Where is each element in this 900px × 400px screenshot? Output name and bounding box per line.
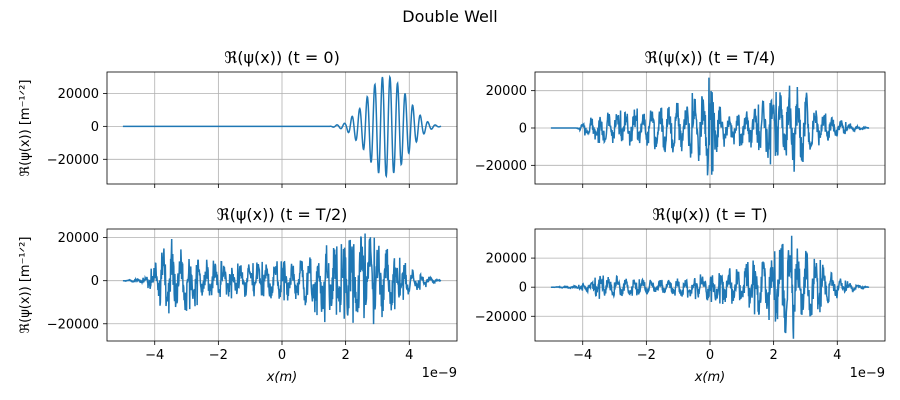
y-axis-label: ℜ(ψ(x)) [m⁻¹ᐟ²] xyxy=(18,237,33,334)
subplot-title: ℜ(ψ(x)) (t = T/4) xyxy=(645,48,776,67)
subplot-1: −20000 0 20000 ℜ(ψ(x)) (t = 0) ℜ(ψ(x)) [m⁻¹ᐟ… xyxy=(18,48,458,188)
subplot-4: −4 −2 0 2 4 −20000 0 20000 ℜ(ψ(x)) (t = T) x(m) 1e… xyxy=(475,205,886,385)
y-tick-label: 0 xyxy=(519,281,527,296)
x-tick-label: −2 xyxy=(209,348,228,363)
y-tick-label: −20000 xyxy=(47,153,99,168)
y-tick-label: 20000 xyxy=(486,84,527,99)
x-tick-label: −4 xyxy=(573,348,592,363)
x-axis-label: x(m) xyxy=(694,370,726,385)
x-tick-label: 0 xyxy=(706,348,714,363)
y-tick-label: −20000 xyxy=(47,317,99,332)
x-tick-label: −4 xyxy=(145,348,164,363)
y-tick-label: −20000 xyxy=(475,159,527,174)
y-tick-label: 20000 xyxy=(486,252,527,267)
series-line xyxy=(550,77,870,176)
x-offset-label: 1e−9 xyxy=(850,366,885,381)
y-tick-label: 20000 xyxy=(58,231,99,246)
x-axis-label: x(m) xyxy=(266,370,298,385)
y-tick-label: 0 xyxy=(91,274,99,289)
x-tick-label: 4 xyxy=(405,348,413,363)
x-offset-label: 1e−9 xyxy=(422,366,457,381)
y-axis-label: ℜ(ψ(x)) [m⁻¹ᐟ²] xyxy=(18,80,33,177)
y-tick-label: 20000 xyxy=(58,87,99,102)
x-tick-label: −2 xyxy=(637,348,656,363)
x-tick-label: 2 xyxy=(769,348,777,363)
subplot-3: −4 −2 0 2 4 −20000 0 20000 ℜ(ψ(x)) (t = T/2) x(m)… xyxy=(18,205,458,385)
series-line xyxy=(550,235,870,339)
figure-title: Double Well xyxy=(402,7,497,26)
series-line xyxy=(122,233,442,325)
subplot-title: ℜ(ψ(x)) (t = 0) xyxy=(224,48,340,67)
y-tick-label: −20000 xyxy=(475,310,527,325)
x-tick-label: 0 xyxy=(278,348,286,363)
x-tick-label: 4 xyxy=(833,348,841,363)
series-line xyxy=(122,74,442,179)
subplot-2: −20000 0 20000 ℜ(ψ(x)) (t = T/4) xyxy=(475,48,886,188)
x-tick-label: 2 xyxy=(341,348,349,363)
y-tick-label: 0 xyxy=(519,122,527,137)
subplot-title: ℜ(ψ(x)) (t = T/2) xyxy=(217,205,348,224)
y-tick-label: 0 xyxy=(91,120,99,135)
subplot-title: ℜ(ψ(x)) (t = T) xyxy=(652,205,767,224)
